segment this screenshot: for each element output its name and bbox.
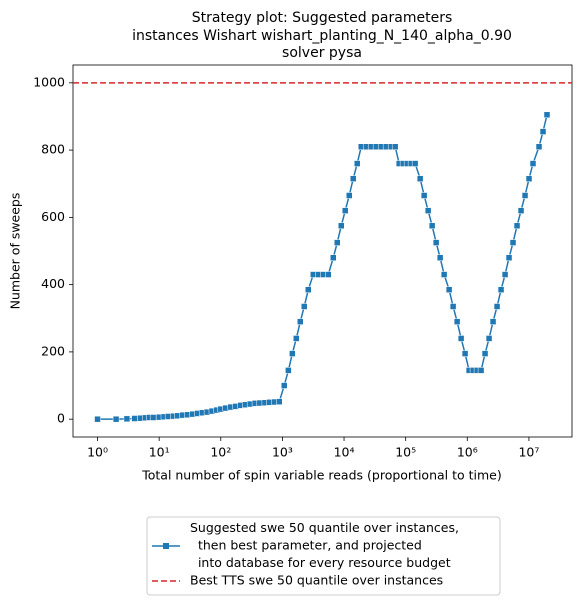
data-point bbox=[349, 175, 357, 182]
legend-box bbox=[146, 516, 501, 596]
x-tick-label: 10⁰ bbox=[87, 445, 108, 460]
data-point bbox=[453, 318, 461, 325]
data-point bbox=[131, 415, 138, 422]
data-point bbox=[432, 239, 440, 246]
data-point bbox=[440, 271, 448, 278]
data-point bbox=[123, 415, 131, 423]
data-point bbox=[449, 303, 457, 310]
y-tick-label: 0 bbox=[57, 411, 65, 426]
data-point bbox=[509, 239, 517, 246]
legend-label: Best TTS swe 50 quantile over instances bbox=[190, 573, 443, 588]
data-point bbox=[289, 350, 296, 357]
data-point bbox=[293, 335, 300, 342]
legend-marker bbox=[163, 543, 169, 549]
data-point bbox=[489, 318, 497, 325]
data-point bbox=[416, 175, 424, 182]
data-point bbox=[391, 143, 399, 150]
chart-title: instances Wishart wishart_planting_N_140… bbox=[132, 28, 512, 44]
data-point bbox=[420, 192, 428, 199]
data-point bbox=[521, 192, 529, 199]
data-point bbox=[525, 175, 533, 182]
data-point bbox=[517, 207, 525, 214]
data-point bbox=[345, 192, 353, 199]
data-point bbox=[493, 303, 501, 310]
data-point bbox=[445, 286, 453, 293]
data-point bbox=[297, 318, 304, 325]
data-point bbox=[285, 367, 292, 374]
x-tick-label: 10⁵ bbox=[395, 445, 416, 460]
data-point bbox=[94, 415, 101, 423]
y-axis-label: Number of sweeps bbox=[8, 193, 23, 310]
data-point bbox=[334, 239, 341, 246]
data-point bbox=[505, 254, 513, 261]
x-tick-label: 10¹ bbox=[149, 445, 170, 460]
data-point bbox=[513, 222, 521, 230]
data-point bbox=[411, 160, 419, 167]
data-point bbox=[341, 207, 349, 214]
data-point bbox=[337, 222, 345, 230]
data-point bbox=[457, 335, 465, 342]
data-point bbox=[436, 254, 444, 261]
data-point bbox=[535, 143, 543, 150]
y-tick-label: 600 bbox=[41, 209, 65, 224]
data-point bbox=[477, 367, 485, 374]
data-point bbox=[330, 254, 337, 261]
x-axis-label: Total number of spin variable reads (pro… bbox=[141, 468, 502, 483]
data-point bbox=[424, 207, 432, 214]
data-point bbox=[325, 271, 332, 278]
data-point bbox=[280, 382, 288, 389]
y-tick-label: 1000 bbox=[33, 74, 65, 89]
data-point bbox=[543, 111, 551, 119]
data-point bbox=[353, 160, 361, 167]
data-point bbox=[501, 271, 509, 278]
x-tick-label: 10⁶ bbox=[457, 445, 478, 460]
plot-frame bbox=[72, 64, 573, 438]
data-point bbox=[485, 335, 493, 342]
y-tick-label: 200 bbox=[41, 343, 65, 358]
x-tick-label: 10³ bbox=[272, 445, 293, 460]
data-point bbox=[529, 160, 537, 167]
data-point bbox=[300, 303, 308, 310]
x-tick-label: 10² bbox=[210, 445, 231, 460]
data-point bbox=[112, 415, 120, 423]
data-point bbox=[497, 286, 505, 293]
data-point bbox=[481, 350, 489, 357]
y-tick-label: 400 bbox=[41, 276, 65, 291]
data-point bbox=[539, 128, 547, 135]
data-point bbox=[276, 398, 283, 405]
x-tick-label: 10⁴ bbox=[334, 445, 355, 460]
data-point bbox=[305, 286, 312, 293]
data-point bbox=[149, 414, 157, 421]
data-point bbox=[461, 350, 469, 357]
data-point bbox=[428, 222, 436, 230]
legend-label: Suggested swe 50 quantile over instances… bbox=[190, 520, 459, 570]
chart-title: Strategy plot: Suggested parameters bbox=[192, 10, 453, 26]
y-tick-label: 800 bbox=[41, 142, 65, 157]
chart-title: solver pysa bbox=[282, 45, 362, 61]
x-tick-label: 10⁷ bbox=[518, 445, 539, 460]
